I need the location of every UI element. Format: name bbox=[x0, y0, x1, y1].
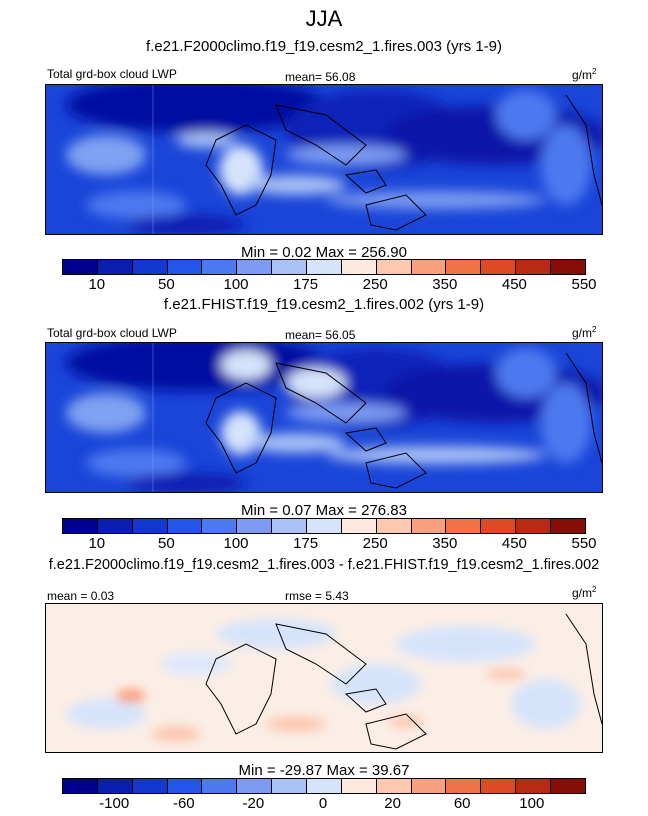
colorbar-segment bbox=[132, 779, 168, 793]
colorbar-tick-label: 100 bbox=[223, 535, 249, 552]
colorbar-segment bbox=[272, 519, 308, 533]
colorbar-segment bbox=[411, 779, 447, 793]
colorbar-segment bbox=[202, 519, 238, 533]
colorbar-segment bbox=[376, 260, 412, 274]
panel2-field-label: Total grd-box cloud LWP bbox=[47, 326, 177, 340]
colorbar-tick-label: 350 bbox=[432, 535, 458, 552]
panel2-units: g/m2 bbox=[572, 325, 597, 340]
colorbar-tick-label: 550 bbox=[571, 535, 597, 552]
colorbar-tick-label: 450 bbox=[501, 535, 527, 552]
colorbar-segment bbox=[63, 779, 98, 793]
colorbar-segment bbox=[481, 519, 517, 533]
colorbar-tick-label: 0 bbox=[318, 795, 328, 812]
panel1-mean: mean= 56.08 bbox=[285, 70, 356, 84]
panel1-map bbox=[45, 84, 603, 235]
colorbar-segment bbox=[551, 779, 585, 793]
panel1-units: g/m2 bbox=[572, 67, 597, 82]
colorbar-segment bbox=[167, 779, 203, 793]
colorbar-segment bbox=[202, 260, 238, 274]
panel2-map bbox=[45, 342, 603, 493]
panel2-title: f.e21.FHIST.f19_f19.cesm2_1.fires.002 (y… bbox=[163, 296, 485, 313]
colorbar-segment bbox=[411, 519, 447, 533]
colorbar-segment bbox=[63, 519, 98, 533]
colorbar-segment bbox=[481, 260, 517, 274]
colorbar-segment bbox=[341, 519, 377, 533]
colorbar-segment bbox=[516, 260, 552, 274]
panel3-mean: mean = 0.03 bbox=[47, 589, 115, 603]
colorbar-segment bbox=[376, 779, 412, 793]
panel1-title: f.e21.F2000climo.f19_f19.cesm2_1.fires.0… bbox=[145, 38, 502, 55]
season-title: JJA bbox=[305, 6, 343, 31]
panel1-map-svg bbox=[46, 85, 602, 234]
colorbar-segment bbox=[202, 779, 238, 793]
colorbar-tick-label: 10 bbox=[88, 535, 106, 552]
colorbar-segment bbox=[272, 260, 308, 274]
colorbar-segment bbox=[516, 779, 552, 793]
colorbar-tick-label: 450 bbox=[501, 276, 527, 293]
colorbar-segment bbox=[237, 779, 273, 793]
colorbar-tick-label: 60 bbox=[453, 795, 471, 812]
colorbar-segment bbox=[132, 519, 168, 533]
panel3-rmse: rmse = 5.43 bbox=[285, 589, 349, 603]
panel1-field-label: Total grd-box cloud LWP bbox=[47, 67, 177, 81]
colorbar-tick-label: 175 bbox=[293, 276, 319, 293]
panel2-mean: mean= 56.05 bbox=[285, 328, 356, 342]
colorbar-segment bbox=[481, 779, 517, 793]
colorbar-segment bbox=[167, 519, 203, 533]
colorbar-tick-label: 550 bbox=[571, 276, 597, 293]
panel2-colorbar bbox=[62, 518, 586, 534]
colorbar-segment bbox=[551, 519, 585, 533]
colorbar-segment bbox=[237, 519, 273, 533]
panel3-units: g/m2 bbox=[572, 585, 597, 600]
panel1-minmax: Min = 0.02 Max = 256.90 bbox=[241, 244, 407, 261]
colorbar-tick-label: 50 bbox=[158, 535, 175, 552]
panel3-map-svg bbox=[46, 604, 602, 752]
colorbar-segment bbox=[341, 260, 377, 274]
panel1-colorbar bbox=[62, 259, 586, 275]
panel3-map bbox=[45, 603, 603, 753]
panel3-title: f.e21.F2000climo.f19_f19.cesm2_1.fires.0… bbox=[48, 557, 600, 573]
colorbar-segment bbox=[307, 779, 342, 793]
colorbar-segment bbox=[446, 779, 482, 793]
colorbar-segment bbox=[446, 519, 482, 533]
colorbar-segment bbox=[63, 260, 98, 274]
colorbar-tick-label: 250 bbox=[362, 276, 388, 293]
panel3-colorbar bbox=[62, 778, 586, 794]
colorbar-segment bbox=[411, 260, 447, 274]
panel2-map-svg bbox=[46, 343, 602, 492]
colorbar-tick-label: 175 bbox=[293, 535, 319, 552]
colorbar-tick-label: -60 bbox=[172, 795, 195, 812]
colorbar-tick-label: 50 bbox=[158, 276, 175, 293]
colorbar-segment bbox=[307, 260, 342, 274]
colorbar-segment bbox=[307, 519, 342, 533]
colorbar-segment bbox=[446, 260, 482, 274]
panel3-minmax: Min = -29.87 Max = 39.67 bbox=[238, 762, 410, 779]
colorbar-segment bbox=[551, 260, 585, 274]
colorbar-segment bbox=[237, 260, 273, 274]
colorbar-tick-label: 250 bbox=[362, 535, 388, 552]
colorbar-segment bbox=[132, 260, 168, 274]
colorbar-tick-label: 350 bbox=[432, 276, 458, 293]
colorbar-segment bbox=[167, 260, 203, 274]
panel2-minmax: Min = 0.07 Max = 276.83 bbox=[241, 502, 407, 519]
colorbar-tick-label: 100 bbox=[223, 276, 249, 293]
colorbar-segment bbox=[341, 779, 377, 793]
colorbar-segment bbox=[272, 779, 308, 793]
colorbar-tick-label: -100 bbox=[99, 795, 130, 812]
colorbar-segment bbox=[97, 779, 133, 793]
colorbar-tick-label: -20 bbox=[242, 795, 265, 812]
colorbar-tick-label: 100 bbox=[519, 795, 545, 812]
colorbar-segment bbox=[97, 519, 133, 533]
colorbar-segment bbox=[376, 519, 412, 533]
colorbar-segment bbox=[516, 519, 552, 533]
colorbar-segment bbox=[97, 260, 133, 274]
colorbar-tick-label: 20 bbox=[384, 795, 401, 812]
colorbar-tick-label: 10 bbox=[88, 276, 106, 293]
